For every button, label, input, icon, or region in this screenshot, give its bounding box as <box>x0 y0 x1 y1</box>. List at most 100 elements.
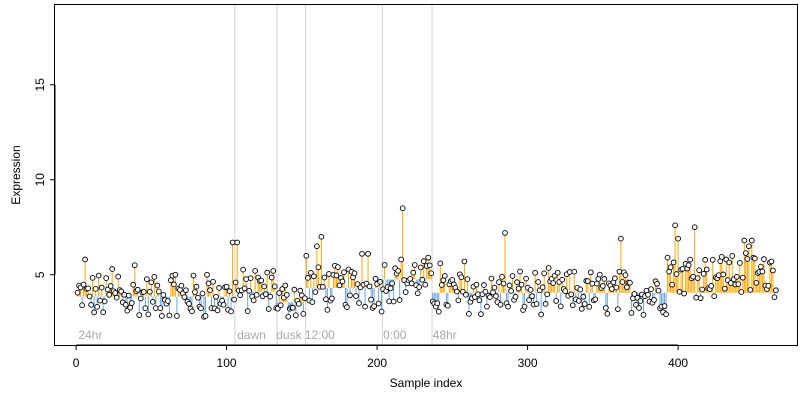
data-point <box>758 263 764 270</box>
data-points <box>74 205 779 320</box>
data-point <box>770 267 776 274</box>
data-point <box>601 276 608 282</box>
data-point <box>324 307 331 313</box>
data-point <box>508 288 514 294</box>
data-point <box>648 286 654 292</box>
data-point <box>389 280 395 287</box>
data-point <box>580 293 587 300</box>
data-point <box>571 268 578 275</box>
data-point <box>542 301 549 307</box>
data-point <box>262 291 269 298</box>
data-point <box>234 239 240 246</box>
data-point <box>142 305 149 312</box>
data-point <box>189 308 195 315</box>
data-point <box>193 283 200 290</box>
data-point <box>308 269 314 276</box>
data-point <box>270 268 277 274</box>
data-point <box>223 283 230 290</box>
data-point <box>592 296 599 303</box>
data-point <box>711 293 718 300</box>
data-point <box>366 283 373 290</box>
data-point <box>240 266 246 273</box>
data-point <box>279 286 286 292</box>
data-point <box>232 279 239 286</box>
data-point <box>86 293 93 300</box>
data-point <box>428 270 435 277</box>
data-point <box>587 269 594 276</box>
data-point <box>121 291 128 298</box>
data-point <box>326 271 332 277</box>
data-point <box>604 310 611 317</box>
data-point <box>425 254 432 261</box>
data-point <box>624 284 630 291</box>
data-point <box>700 270 707 277</box>
data-point <box>315 264 322 271</box>
data-point <box>586 303 593 310</box>
data-point <box>282 282 289 289</box>
annotation-label: 0:00 <box>383 328 407 342</box>
data-point <box>538 311 544 318</box>
data-point <box>759 268 766 275</box>
data-point <box>699 286 706 293</box>
data-point <box>323 296 329 303</box>
data-point <box>311 273 317 280</box>
data-point <box>426 262 433 269</box>
annotation-labels: 24hr dawn dusk 12:00 0:00 48hr <box>78 328 456 342</box>
data-point <box>131 262 138 269</box>
data-point <box>378 308 385 315</box>
data-point <box>655 287 662 294</box>
data-point <box>289 304 296 311</box>
data-point <box>487 294 493 300</box>
data-point <box>371 303 377 310</box>
data-point <box>505 303 511 310</box>
data-point <box>557 303 564 310</box>
data-point <box>718 254 725 260</box>
data-point <box>166 312 173 319</box>
data-point <box>416 284 423 290</box>
data-point <box>673 271 680 277</box>
data-point <box>744 256 751 262</box>
data-point <box>112 290 119 296</box>
data-point <box>752 255 758 262</box>
data-point <box>320 283 326 290</box>
data-point <box>104 286 111 293</box>
data-point <box>735 281 742 287</box>
data-point <box>554 269 561 276</box>
data-point <box>237 292 243 299</box>
data-point <box>417 264 424 271</box>
data-point <box>622 272 629 278</box>
data-point <box>103 275 110 281</box>
data-point <box>437 260 444 267</box>
data-point <box>726 259 733 266</box>
data-point <box>377 279 383 285</box>
data-point <box>130 281 137 288</box>
data-point <box>651 297 657 303</box>
data-point <box>709 257 716 263</box>
data-point <box>747 287 754 293</box>
annotation-label: 24hr <box>78 328 102 342</box>
data-point <box>92 286 99 292</box>
data-point <box>568 291 575 298</box>
data-point <box>672 222 678 229</box>
data-point <box>544 291 551 298</box>
data-point <box>85 285 91 292</box>
data-point <box>268 274 275 281</box>
data-point <box>745 243 752 250</box>
data-point <box>581 301 588 307</box>
data-point <box>438 282 445 288</box>
data-point <box>553 298 560 304</box>
data-point <box>145 311 152 318</box>
data-point <box>74 289 81 296</box>
data-point <box>292 312 299 319</box>
data-point <box>267 293 274 300</box>
data-point <box>252 268 259 274</box>
data-point <box>396 297 403 303</box>
data-point <box>566 269 573 275</box>
data-point <box>481 282 487 288</box>
data-point <box>693 294 700 301</box>
data-point <box>679 266 686 272</box>
data-point <box>488 275 495 282</box>
data-point <box>291 286 298 293</box>
data-point <box>125 292 132 299</box>
